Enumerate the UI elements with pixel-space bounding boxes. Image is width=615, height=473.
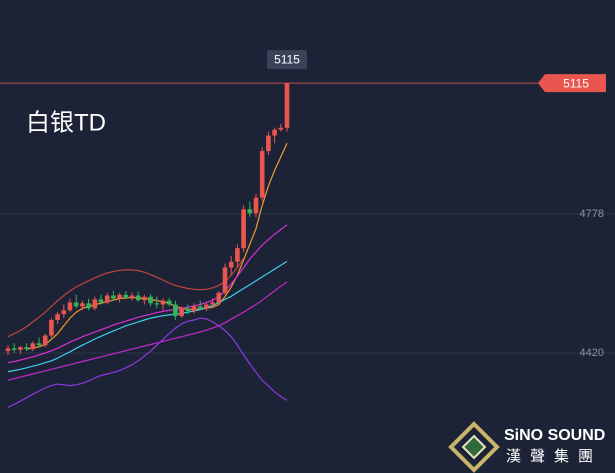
candle-body — [210, 302, 215, 305]
candle-body — [104, 295, 110, 303]
indicator-line — [7, 260, 288, 373]
candle-body — [247, 209, 253, 214]
logo-inner — [461, 434, 487, 460]
last-price-tag — [538, 74, 606, 93]
indicator-line — [7, 317, 288, 408]
candle-body — [284, 83, 290, 128]
candle-body — [86, 303, 91, 309]
candle-body — [160, 300, 166, 305]
candle-body — [42, 335, 48, 346]
chart-title: 白银TD — [26, 109, 106, 136]
candle-body — [154, 303, 160, 305]
indicator-line — [7, 224, 288, 364]
candle-body — [259, 151, 265, 198]
candle-body — [18, 347, 23, 350]
candle-body — [179, 308, 184, 317]
candle-body — [266, 135, 271, 152]
candle-body — [24, 347, 29, 350]
candle-body — [222, 267, 228, 293]
last-price-label: 5115 — [563, 76, 589, 90]
candle-body — [61, 310, 67, 315]
candle-body — [216, 292, 222, 303]
candle-body — [98, 299, 104, 303]
candle-body — [173, 304, 178, 317]
candle-body — [49, 319, 54, 336]
candle-body — [197, 306, 203, 309]
candle-body — [129, 295, 135, 298]
candle-body — [73, 302, 79, 307]
candle-body — [142, 296, 147, 301]
candle-body — [11, 348, 17, 350]
y-tick-label: 4420 — [580, 347, 604, 359]
candle-body — [67, 302, 73, 311]
candle-body — [228, 261, 234, 268]
y-tick-label: 4778 — [580, 208, 604, 220]
candle-body — [36, 343, 42, 346]
candle-body — [111, 295, 116, 299]
candle-body — [135, 295, 141, 301]
candle-body — [241, 209, 246, 249]
candle-body — [204, 304, 209, 309]
brand: SiNO SOUND — [504, 427, 605, 444]
brand-subtitle: 漢聲集團 — [506, 448, 602, 465]
grid — [0, 213, 615, 354]
candle-body — [235, 248, 240, 262]
candle-body — [278, 127, 284, 130]
candle-body — [5, 348, 11, 352]
candle-body — [80, 303, 85, 307]
candle-body — [148, 296, 153, 304]
candle-body — [117, 294, 122, 299]
watermark: SiNO SOUND 漢聲集團 — [448, 421, 605, 473]
candle-body — [253, 197, 259, 214]
candle-body — [191, 306, 197, 312]
plot — [5, 83, 290, 408]
candle-body — [30, 343, 36, 350]
tooltip-label: 5115 — [274, 52, 300, 66]
candle-body — [55, 314, 60, 320]
candle-body — [166, 300, 172, 305]
candle-body — [123, 294, 129, 298]
logo — [448, 421, 500, 473]
tooltip-box — [267, 50, 307, 70]
candle-body — [185, 308, 191, 312]
indicator-line — [7, 257, 245, 338]
candle-body — [92, 299, 98, 309]
candle-body — [272, 129, 277, 136]
indicator-line — [7, 281, 288, 381]
